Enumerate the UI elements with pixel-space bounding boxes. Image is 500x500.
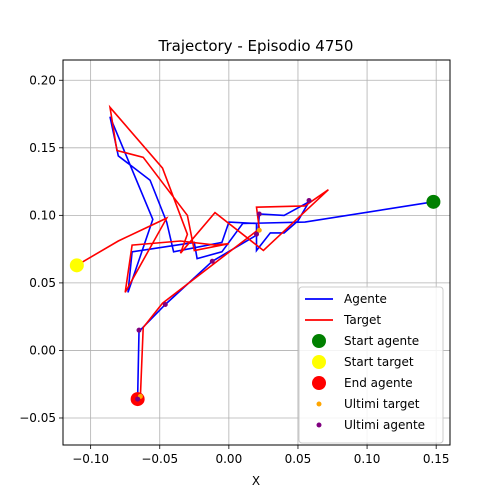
marker-ultimi-target: [256, 227, 262, 233]
grid: [63, 60, 450, 445]
legend-label-end-agente: End agente: [344, 376, 413, 390]
legend-swatch-end-agente: [312, 376, 326, 390]
legend-label-ultimi-agente: Ultimi agente: [344, 418, 425, 432]
legend-label-start-target: Start target: [344, 355, 414, 369]
y-tick-label: 0.00: [29, 343, 56, 357]
x-tick-label: −0.10: [72, 452, 109, 466]
y-tick-label: 0.20: [29, 73, 56, 87]
x-tick-label: 0.05: [285, 452, 312, 466]
chart-title: Trajectory - Episodio 4750: [158, 37, 354, 55]
legend-label-ultimi-target: Ultimi target: [344, 397, 420, 411]
x-axis-label: X: [252, 474, 260, 488]
plot-frame: [62, 59, 451, 446]
marker-ultimi-agente: [209, 258, 215, 264]
legend-label-target: Target: [343, 313, 381, 327]
legend: Agente Target Start agente Start target End …: [298, 286, 444, 444]
legend-swatch-ultimi-target: [316, 401, 322, 407]
legend-swatch-ultimi-agente: [316, 422, 322, 428]
marker-ultimi-agente: [162, 302, 168, 308]
legend-swatch-start-agente: [312, 334, 326, 348]
marker-start-target: [69, 258, 84, 273]
y-tick-label: 0.05: [29, 276, 56, 290]
marker-start-agente: [426, 194, 441, 209]
marker-ultimi-agente: [306, 197, 312, 203]
y-tick-label: 0.10: [29, 208, 56, 222]
marker-ultimi-agente: [256, 211, 262, 217]
legend-box: [298, 286, 444, 444]
axis-ticks: −0.10 −0.05 0.00 0.05 0.10 0.15 −0.05 0.00 0.05 0…: [19, 73, 449, 466]
marker-ultimi-agente: [136, 327, 142, 333]
legend-label-start-agente: Start agente: [344, 334, 419, 348]
legend-swatch-start-target: [312, 355, 326, 369]
plot-series: [69, 104, 441, 407]
x-tick-label: −0.05: [141, 452, 178, 466]
x-tick-label: 0.00: [215, 452, 242, 466]
legend-label-agente: Agente: [344, 292, 387, 306]
series-line-target: [76, 104, 329, 400]
x-tick-label: 0.10: [354, 452, 381, 466]
x-tick-label: 0.15: [423, 452, 450, 466]
marker-ultimi-agente: [135, 396, 141, 402]
y-tick-label: 0.15: [29, 141, 56, 155]
marker-ultimi-agente: [254, 231, 259, 237]
y-tick-label: −0.05: [19, 411, 56, 425]
